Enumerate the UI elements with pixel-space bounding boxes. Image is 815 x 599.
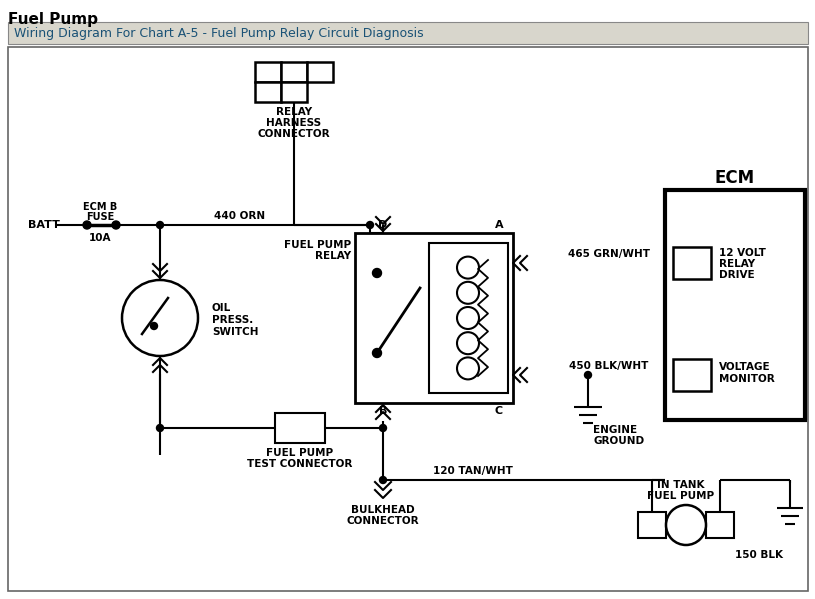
Text: ECM B: ECM B [83, 202, 117, 212]
Text: 120 TAN/WHT: 120 TAN/WHT [433, 466, 513, 476]
Text: C: C [264, 67, 272, 77]
Circle shape [372, 268, 381, 277]
Text: B: B [290, 67, 298, 77]
Text: ENGINE: ENGINE [593, 425, 637, 435]
Circle shape [457, 358, 479, 379]
Text: FUEL PUMP: FUEL PUMP [647, 491, 715, 501]
Bar [355, 233, 513, 403]
Bar [307, 62, 333, 82]
Bar [673, 247, 711, 279]
Text: RELAY: RELAY [315, 251, 351, 261]
Bar [8, 22, 808, 44]
Circle shape [457, 307, 479, 329]
Circle shape [122, 280, 198, 356]
Text: A: A [495, 220, 504, 230]
Circle shape [112, 221, 120, 229]
Circle shape [584, 371, 592, 379]
Bar [255, 62, 281, 82]
Text: TEST CONNECTOR: TEST CONNECTOR [247, 459, 353, 469]
Text: A: A [315, 67, 324, 77]
Bar [281, 62, 307, 82]
Text: Wiring Diagram For Chart A-5 - Fuel Pump Relay Circuit Diagnosis: Wiring Diagram For Chart A-5 - Fuel Pump… [14, 26, 424, 40]
Text: B: B [379, 406, 387, 416]
Bar [673, 359, 711, 391]
Circle shape [457, 282, 479, 304]
Text: SWITCH: SWITCH [212, 327, 258, 337]
Text: 465 GRN/WHT: 465 GRN/WHT [568, 249, 650, 259]
Circle shape [372, 349, 381, 358]
Text: HARNESS: HARNESS [267, 118, 322, 128]
Text: 440 ORN: 440 ORN [214, 211, 266, 221]
Text: BULKHEAD: BULKHEAD [351, 505, 415, 515]
Text: D: D [289, 87, 298, 97]
Text: 12 VOLT: 12 VOLT [719, 248, 766, 258]
Circle shape [457, 332, 479, 354]
Text: GROUND: GROUND [593, 436, 644, 446]
Bar [255, 82, 281, 102]
Text: VOLTAGE: VOLTAGE [719, 362, 771, 372]
Text: FUEL PUMP: FUEL PUMP [267, 448, 333, 458]
Text: CONNECTOR: CONNECTOR [258, 129, 330, 139]
Text: A1: A1 [683, 256, 701, 270]
Text: FUSE: FUSE [86, 212, 114, 222]
Circle shape [83, 221, 91, 229]
Text: D: D [378, 220, 388, 230]
Text: RELAY: RELAY [276, 107, 312, 117]
Text: BATT: BATT [28, 220, 59, 230]
Text: 450 BLK/WHT: 450 BLK/WHT [570, 361, 649, 371]
Bar [706, 512, 734, 538]
Bar [665, 190, 805, 420]
Bar [638, 512, 666, 538]
Text: 10A: 10A [89, 233, 112, 243]
Text: PRESS.: PRESS. [212, 315, 253, 325]
Text: 150 BLK: 150 BLK [735, 550, 783, 560]
Circle shape [380, 476, 386, 483]
Circle shape [156, 425, 164, 431]
Text: OIL: OIL [212, 303, 231, 313]
Circle shape [666, 505, 706, 545]
Circle shape [156, 222, 164, 228]
Text: M: M [679, 518, 693, 532]
Circle shape [367, 222, 373, 228]
Text: E: E [264, 87, 272, 97]
Circle shape [457, 256, 479, 279]
Text: Fuel Pump: Fuel Pump [8, 12, 98, 27]
Text: IN TANK: IN TANK [657, 480, 705, 490]
Text: CONNECTOR: CONNECTOR [346, 516, 419, 526]
Text: C: C [495, 406, 503, 416]
Text: DRIVE: DRIVE [719, 270, 755, 280]
Text: RELAY: RELAY [719, 259, 756, 269]
Circle shape [151, 322, 157, 329]
Text: FUEL PUMP: FUEL PUMP [284, 240, 351, 250]
Text: B2: B2 [684, 368, 701, 382]
Circle shape [380, 425, 386, 431]
Bar [429, 243, 508, 393]
Text: MONITOR: MONITOR [719, 374, 775, 384]
Bar [281, 82, 307, 102]
Bar [275, 413, 325, 443]
Text: ECM: ECM [715, 169, 755, 187]
